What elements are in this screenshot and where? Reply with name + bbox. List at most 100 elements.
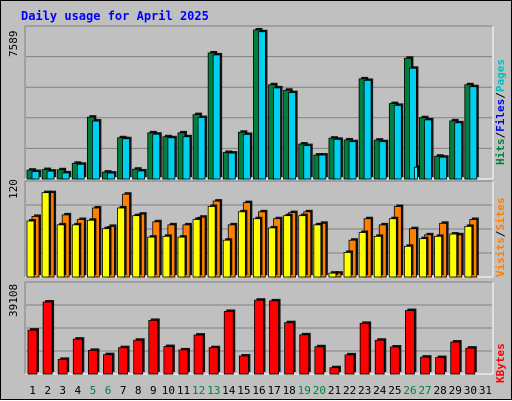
bar-files [348, 139, 359, 180]
bar-files [258, 29, 268, 180]
bar-files-face [454, 122, 463, 180]
bar-files [91, 119, 102, 180]
bar-files-face [258, 31, 266, 180]
bar-sites-face [177, 236, 186, 278]
bars [26, 27, 479, 375]
y-max-label-kbytes: 39108 [7, 284, 20, 317]
bar-files [469, 84, 479, 180]
bar-files [288, 90, 298, 180]
bar-files [318, 153, 328, 180]
bar-sites-face [404, 245, 412, 278]
bar-kbytes-face [435, 357, 446, 375]
bar-sites [26, 219, 36, 278]
bar-sites-face [298, 215, 307, 278]
x-tick-label: 24 [373, 384, 387, 397]
bar-files-face [303, 145, 312, 180]
legend-entry: Visits [494, 237, 507, 277]
bar-sites-face [253, 218, 261, 278]
bar-kbytes-face [420, 356, 430, 375]
bar-sites [298, 213, 308, 278]
x-tick-label: 17 [267, 384, 280, 397]
bar-sites-face [117, 207, 125, 278]
bar-sites [207, 204, 218, 278]
x-tick-label: 14 [222, 384, 236, 397]
bar-sites [162, 234, 172, 278]
bar-sites-face [313, 224, 322, 278]
x-tick-label: 16 [252, 384, 265, 397]
bar-kbytes [148, 318, 160, 375]
x-tick-label: 21 [328, 384, 341, 397]
bar-kbytes-face [344, 354, 355, 375]
bar-kbytes-face [329, 367, 340, 375]
bar-sites-face [283, 215, 292, 278]
x-tick-label: 1 [29, 384, 36, 397]
x-tick-label: 22 [343, 384, 356, 397]
bar-files-face [122, 138, 130, 180]
bar-kbytes-face [223, 311, 234, 375]
x-tick-label: 13 [207, 384, 220, 397]
bar-kbytes-face [299, 334, 310, 375]
bar-files-face [137, 170, 146, 180]
bar-sites [268, 225, 278, 278]
bar-files [107, 171, 117, 180]
bar-sites-face [41, 192, 50, 278]
bar-files-face [288, 92, 297, 180]
bar-sites-face [268, 227, 276, 278]
legend-entry: / [494, 132, 507, 139]
x-tick-label: 29 [449, 384, 462, 397]
bar-kbytes [314, 344, 326, 375]
x-tick-label: 26 [403, 384, 416, 397]
bar-sites-face [26, 220, 35, 278]
bar-kbytes [57, 357, 70, 375]
bar-files-face [91, 120, 100, 180]
chart-title: Daily usage for April 2025 [21, 9, 209, 23]
bar-sites [71, 222, 82, 278]
bar-files-face [363, 80, 372, 180]
bar-kbytes [254, 298, 266, 375]
y-max-label-usage: 7589 [7, 31, 20, 58]
bar-files-face [318, 154, 327, 180]
bar-files-face [31, 171, 40, 180]
bar-sites-face [464, 225, 473, 278]
bar-pages-face [414, 166, 418, 180]
x-axis-labels: 1 2 3 4 5 6 7 8 9 10 11 12 13 14 15 16 17 18 19 20 21 22 23 24 2… [29, 384, 492, 397]
bar-files-face [212, 54, 221, 180]
bar-sites [343, 250, 354, 278]
bar-sites [419, 236, 429, 278]
bar-sites-face [343, 252, 352, 278]
bar-kbytes [223, 309, 236, 375]
bar-files [76, 162, 87, 180]
bar-kbytes [178, 347, 190, 375]
bar-files [212, 52, 223, 180]
bar-files [409, 66, 419, 180]
x-tick-label: 9 [150, 384, 157, 397]
bar-files [378, 139, 389, 180]
x-tick-label: 19 [298, 384, 311, 397]
legend-visits-sites: Visits/Sites [494, 198, 507, 278]
bar-kbytes [193, 333, 206, 375]
bar-sites-face [237, 211, 246, 278]
bar-files [182, 134, 192, 180]
bar-kbytes-face [72, 338, 83, 375]
legend-entry: Pages [494, 59, 507, 92]
bar-kbytes-face [238, 355, 249, 375]
y-max-label-visits: 120 [7, 179, 20, 199]
bar-files-face [167, 137, 176, 180]
bar-sites [404, 244, 414, 278]
bar-sites-face [419, 238, 427, 278]
bar-kbytes-face [465, 347, 476, 375]
bar-kbytes-face [42, 301, 53, 375]
bar-files-face [46, 170, 55, 180]
bar-kbytes [359, 321, 372, 375]
bar-files [273, 85, 283, 180]
x-tick-label: 11 [177, 384, 190, 397]
bar-sites [388, 216, 399, 278]
bar-sites [449, 232, 459, 278]
bar-sites [102, 226, 112, 278]
bar-sites [283, 213, 293, 278]
bar-kbytes [299, 332, 311, 375]
bar-files-face [393, 104, 402, 180]
bar-kbytes [389, 344, 402, 375]
bar-kbytes [344, 352, 357, 375]
